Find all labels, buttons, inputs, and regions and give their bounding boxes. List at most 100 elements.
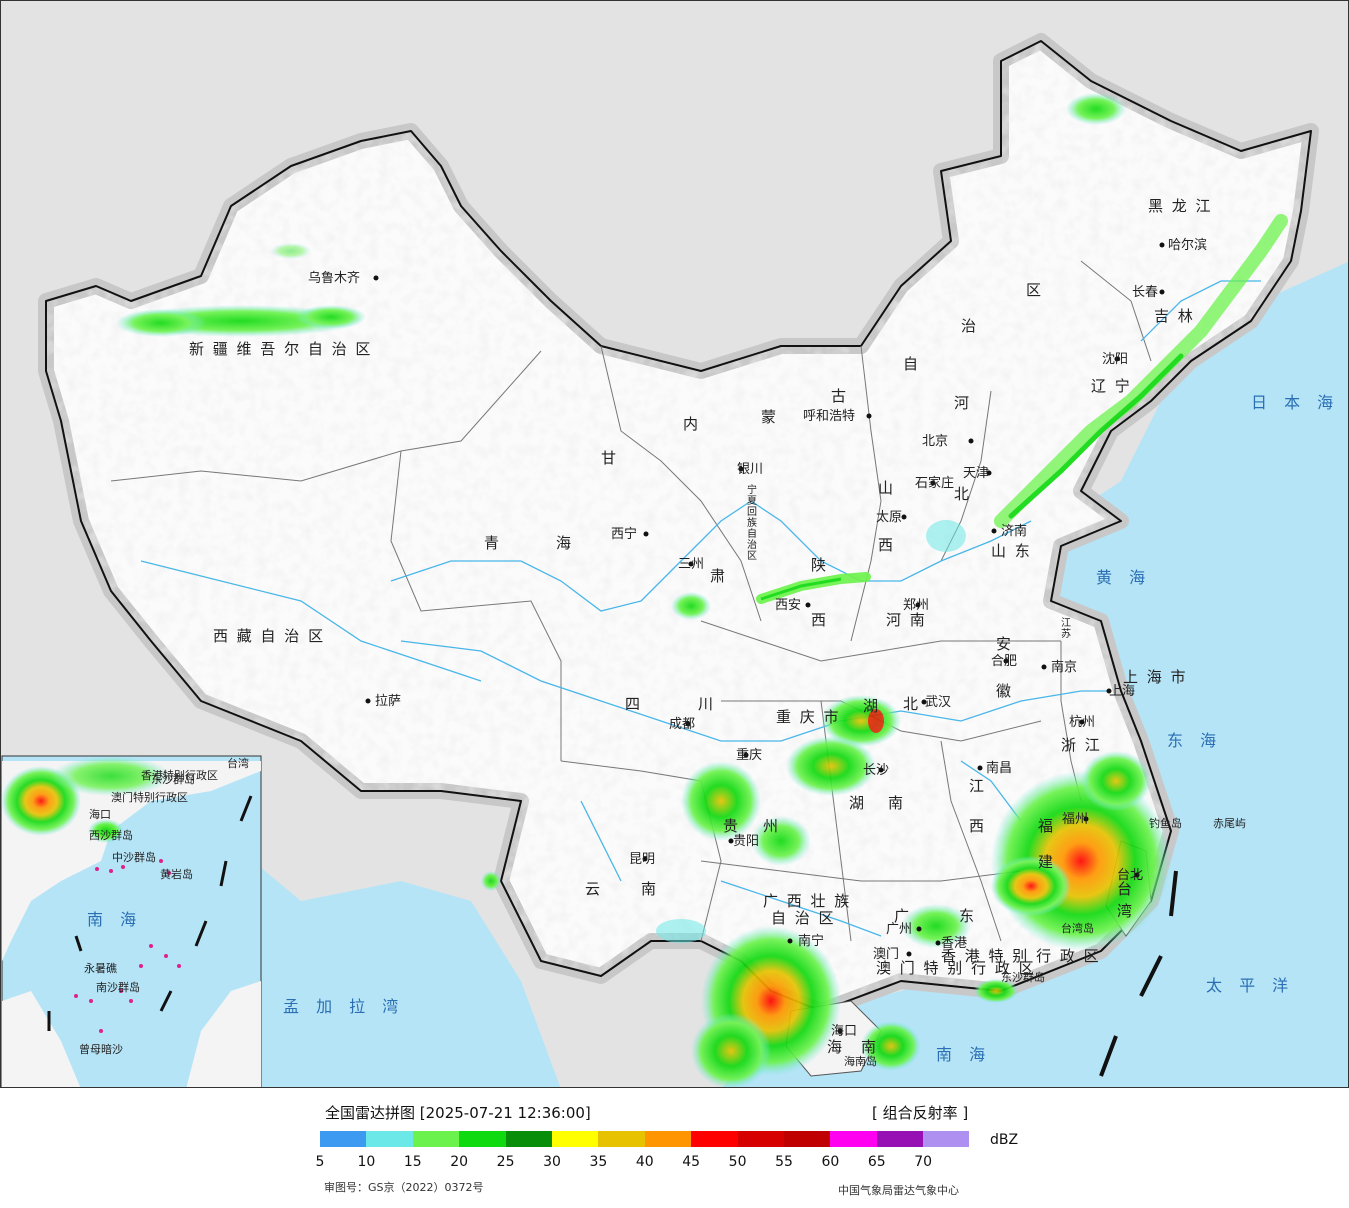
- inset-label: 海口: [89, 807, 111, 821]
- city-label: 呼和浩特: [803, 409, 855, 424]
- product-name: [ 组合反射率 ]: [872, 1104, 969, 1122]
- color-swatch: [644, 1131, 692, 1147]
- island-label: 台湾岛: [1061, 921, 1094, 935]
- sea-label: 黄 海: [1096, 568, 1151, 587]
- city-marker: [935, 940, 941, 946]
- city-label: 澳门: [873, 946, 899, 962]
- province-label: 湖: [849, 794, 866, 812]
- color-swatch: [737, 1131, 784, 1147]
- city-label: 长春: [1132, 285, 1158, 300]
- province-label: 青: [484, 534, 501, 552]
- province-label: 东: [959, 907, 976, 925]
- inset-label: 香港特别行政区: [141, 768, 218, 782]
- sea-label: 东 海: [1167, 731, 1222, 750]
- city-label: 重庆: [736, 747, 762, 763]
- scale-tick-label: 25: [496, 1154, 515, 1170]
- province-label: 西: [878, 536, 895, 554]
- city-label: 天津: [963, 466, 989, 481]
- color-swatch: [505, 1131, 552, 1147]
- city-label: 杭州: [1069, 715, 1095, 730]
- city-label: 银川: [737, 462, 763, 477]
- city-label: 北京: [922, 434, 948, 449]
- sea-label: 日 本 海: [1251, 393, 1339, 412]
- scale-tick-label: 65: [867, 1154, 886, 1170]
- province-label: 南: [861, 1038, 878, 1056]
- province-label: 吉 林: [1154, 307, 1195, 325]
- color-swatch: [598, 1131, 645, 1147]
- city-marker: [688, 561, 694, 567]
- color-swatch: [551, 1131, 599, 1147]
- city-marker: [977, 765, 983, 771]
- province-label: 湾: [1117, 902, 1134, 920]
- city-label: 沈阳: [1102, 352, 1128, 367]
- province-label: 治: [961, 317, 978, 335]
- city-marker: [968, 438, 974, 444]
- city-marker: [805, 602, 811, 608]
- province-label: 福: [1038, 817, 1055, 835]
- scale-tick-label: 15: [403, 1154, 422, 1170]
- city-label: 南昌: [986, 760, 1012, 776]
- city-label: 三州: [678, 557, 704, 572]
- city-label: 南宁: [798, 933, 824, 949]
- province-label: 海: [827, 1038, 844, 1056]
- national-border: [45, 40, 1312, 1012]
- province-label: 江: [969, 777, 986, 795]
- island-label: 东沙群岛: [151, 772, 195, 786]
- color-swatch: [876, 1131, 924, 1147]
- city-label: 乌鲁木齐: [308, 270, 360, 286]
- island-label: 钓鱼岛: [1149, 816, 1182, 830]
- city-label: 拉萨: [375, 694, 401, 709]
- province-label: 黑 龙 江: [1148, 197, 1213, 215]
- inset-label: 台湾: [227, 756, 249, 770]
- city-marker: [906, 951, 912, 957]
- province-label: 辽 宁: [1091, 377, 1132, 395]
- province-label: 湖: [863, 697, 880, 715]
- island-label: 黄岩岛: [160, 867, 193, 881]
- city-marker: [916, 926, 922, 932]
- province-label: 新 疆 维 吾 尔 自 治 区: [189, 340, 372, 358]
- province-label: 山 东: [991, 542, 1032, 560]
- province-label: 川: [698, 695, 715, 713]
- city-marker: [1003, 658, 1009, 664]
- city-marker: [643, 531, 649, 537]
- sea-label: 孟 加 拉 湾: [283, 997, 404, 1016]
- province-label: 北: [903, 695, 920, 713]
- city-label: 昆明: [629, 852, 655, 867]
- city-label: 台北: [1117, 868, 1143, 883]
- color-swatch: [366, 1131, 413, 1147]
- province-label: 江苏: [1061, 617, 1073, 640]
- city-label: 香港: [941, 936, 967, 951]
- scale-tick-label: 5: [315, 1154, 325, 1170]
- city-marker: [1159, 289, 1165, 295]
- province-label: 四: [625, 695, 642, 713]
- city-marker: [1106, 688, 1112, 694]
- province-label: 贵: [723, 817, 740, 835]
- province-label: 重 庆 市: [776, 708, 841, 726]
- sea-label: 南 海: [936, 1045, 991, 1064]
- city-marker: [1083, 816, 1089, 822]
- province-label: 海: [556, 534, 573, 552]
- city-label: 南京: [1051, 659, 1077, 675]
- city-marker: [1041, 664, 1047, 670]
- city-label: 西安: [775, 598, 801, 613]
- province-label: 西 藏 自 治 区: [213, 627, 325, 645]
- province-label: 山: [878, 479, 895, 497]
- city-marker: [642, 856, 648, 862]
- city-label: 海口: [831, 1024, 857, 1039]
- map-area[interactable]: 新 疆 维 吾 尔 自 治 区西 藏 自 治 区青海甘肃内蒙古自治区黑 龙 江吉…: [0, 0, 1349, 1088]
- scale-tick-label: 35: [589, 1154, 608, 1170]
- color-swatch: [830, 1131, 877, 1147]
- city-marker: [728, 838, 734, 844]
- province-label: 宁夏回族自治区: [747, 483, 759, 562]
- bay-of-bengal: [171, 851, 561, 1087]
- scale-tick-label: 55: [775, 1154, 793, 1170]
- scale-tick-label: 40: [635, 1154, 654, 1170]
- island-label: 南沙群岛: [96, 980, 140, 994]
- city-marker: [866, 413, 872, 419]
- color-scale-bar: [320, 1131, 970, 1147]
- province-label: 澳 门 特 别 行 政 区: [876, 959, 1036, 977]
- island-label: 海南岛: [844, 1054, 877, 1068]
- color-swatch: [412, 1131, 460, 1147]
- province-label: 西: [969, 817, 986, 835]
